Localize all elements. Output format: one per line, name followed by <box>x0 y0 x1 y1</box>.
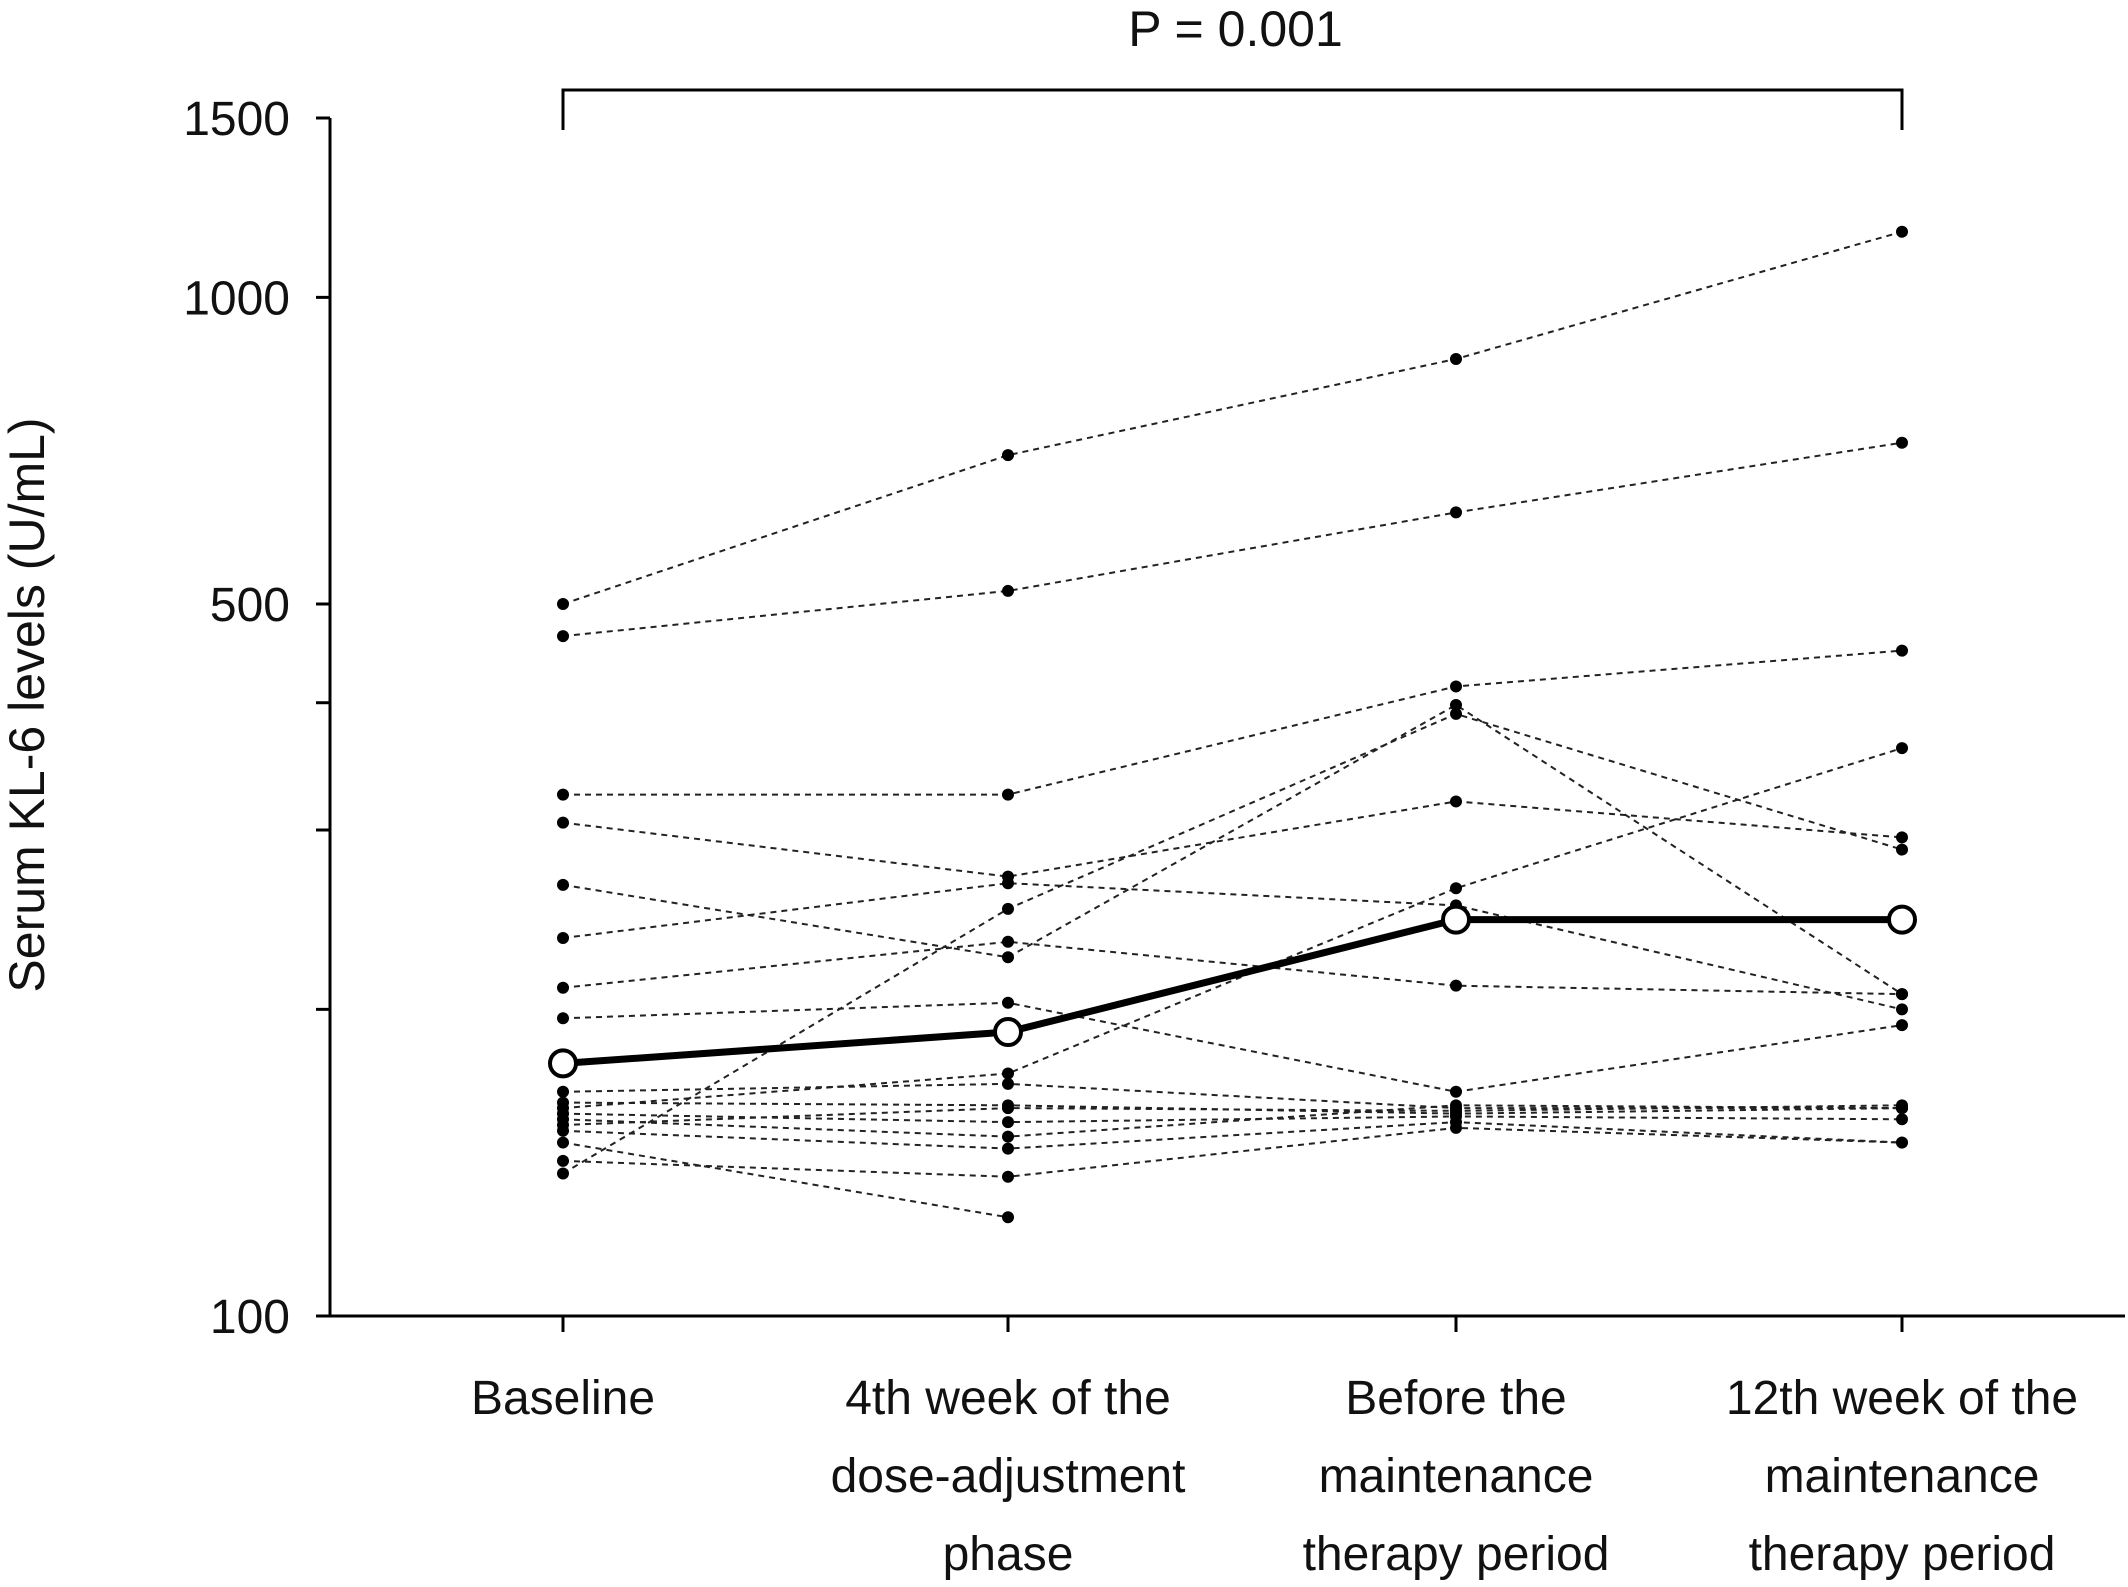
patient-line <box>562 882 1903 1011</box>
patient-point <box>1002 935 1014 948</box>
patient-point <box>1450 506 1462 519</box>
patient-point <box>1896 1099 1908 1112</box>
x-tick-label: dose-adjustment <box>831 1450 1186 1503</box>
patient-point <box>1896 1113 1908 1126</box>
x-tick-label: maintenance <box>1765 1450 2040 1503</box>
patient-point <box>557 981 569 994</box>
x-tick-label: therapy period <box>1749 1528 2056 1581</box>
individual-series <box>557 225 1908 1224</box>
significance-annotation: P = 0.001 <box>561 1 1904 130</box>
y-tick-label: 1500 <box>183 93 290 146</box>
patient-line <box>562 712 1903 1175</box>
p-value-label: P = 0.001 <box>1128 1 1343 57</box>
patient-line <box>562 747 1903 1110</box>
patient-point <box>557 630 569 643</box>
median-point <box>993 1017 1023 1048</box>
patient-point <box>1002 1130 1014 1143</box>
patient-line <box>562 1104 1903 1126</box>
median-point <box>548 1048 578 1079</box>
patient-point <box>1450 680 1462 693</box>
patient-point <box>1002 951 1014 964</box>
patient-point <box>1450 795 1462 808</box>
median-line <box>562 916 1902 1067</box>
patient-point <box>1002 449 1014 462</box>
patient-point <box>1002 788 1014 801</box>
patient-point <box>557 1102 569 1115</box>
median-point <box>1887 904 1917 935</box>
patient-point <box>1002 1170 1014 1183</box>
patient-point <box>557 788 569 801</box>
patient-point <box>1002 584 1014 597</box>
y-axis-title: Serum KL-6 levels (U/mL) <box>0 417 55 992</box>
patient-point <box>557 816 569 829</box>
patient-line <box>562 230 1903 605</box>
x-tick-label: 4th week of the <box>845 1372 1171 1425</box>
patient-point <box>1450 1104 1462 1117</box>
patient-line <box>562 703 1903 995</box>
patient-line <box>562 940 1903 996</box>
patient-point <box>557 598 569 611</box>
patient-point <box>1896 988 1908 1001</box>
patient-point <box>1002 1211 1014 1224</box>
patient-point <box>1896 742 1908 755</box>
median-point <box>1441 904 1471 935</box>
x-tick-label: 12th week of the <box>1726 1372 2078 1425</box>
patient-point <box>1896 225 1908 238</box>
patient-point <box>557 1136 569 1149</box>
x-tick-label: maintenance <box>1319 1450 1594 1503</box>
patient-point <box>1450 707 1462 720</box>
patient-line <box>562 1101 1903 1115</box>
patient-point <box>1450 698 1462 711</box>
patient-point <box>557 1012 569 1025</box>
patient-point <box>557 1154 569 1167</box>
y-tick-label: 100 <box>210 1291 290 1344</box>
patient-point <box>1002 1116 1014 1129</box>
patient-point <box>557 878 569 891</box>
patient-point <box>1002 1067 1014 1080</box>
patient-line <box>562 1141 1009 1219</box>
patient-point <box>1896 1019 1908 1032</box>
y-tick-label: 1000 <box>183 272 290 325</box>
patient-line <box>563 649 1903 796</box>
patient-point <box>1002 1102 1014 1115</box>
patient-point <box>1002 996 1014 1009</box>
patient-point <box>1896 1003 1908 1016</box>
patient-point <box>1450 882 1462 895</box>
patient-line <box>562 1126 1903 1178</box>
patient-point <box>1002 902 1014 915</box>
patient-point <box>557 1167 569 1180</box>
y-tick-label: 500 <box>210 579 290 632</box>
patient-point <box>1896 644 1908 657</box>
patient-point <box>557 1085 569 1098</box>
patient-point <box>1896 831 1908 844</box>
patient-line <box>562 1104 1903 1138</box>
patient-point <box>1450 352 1462 365</box>
patient-line <box>562 1112 1903 1124</box>
significance-bracket <box>561 88 1904 130</box>
x-tick-label: phase <box>943 1528 1074 1581</box>
patient-point <box>1896 436 1908 449</box>
patient-point <box>1002 1142 1014 1155</box>
patient-point <box>1450 1121 1462 1134</box>
axes: 100 500 1000 1500 Baseline 4th week of the dos… <box>183 93 2125 1581</box>
median-series <box>548 904 1917 1079</box>
x-tick-label: Before the <box>1345 1372 1566 1425</box>
patient-line <box>562 800 1903 878</box>
patient-point <box>557 1124 569 1137</box>
patient-line <box>562 1001 1903 1093</box>
patient-point <box>1896 1136 1908 1149</box>
patient-line <box>562 441 1903 638</box>
patient-point <box>1450 979 1462 992</box>
patient-point <box>1002 877 1014 890</box>
patient-line <box>562 1121 1903 1150</box>
patient-point <box>1896 843 1908 856</box>
patient-point <box>1002 1077 1014 1090</box>
patient-point <box>1450 1085 1462 1098</box>
x-tick-label: therapy period <box>1303 1528 1610 1581</box>
x-tick-label: Baseline <box>471 1372 655 1425</box>
patient-point <box>557 932 569 945</box>
